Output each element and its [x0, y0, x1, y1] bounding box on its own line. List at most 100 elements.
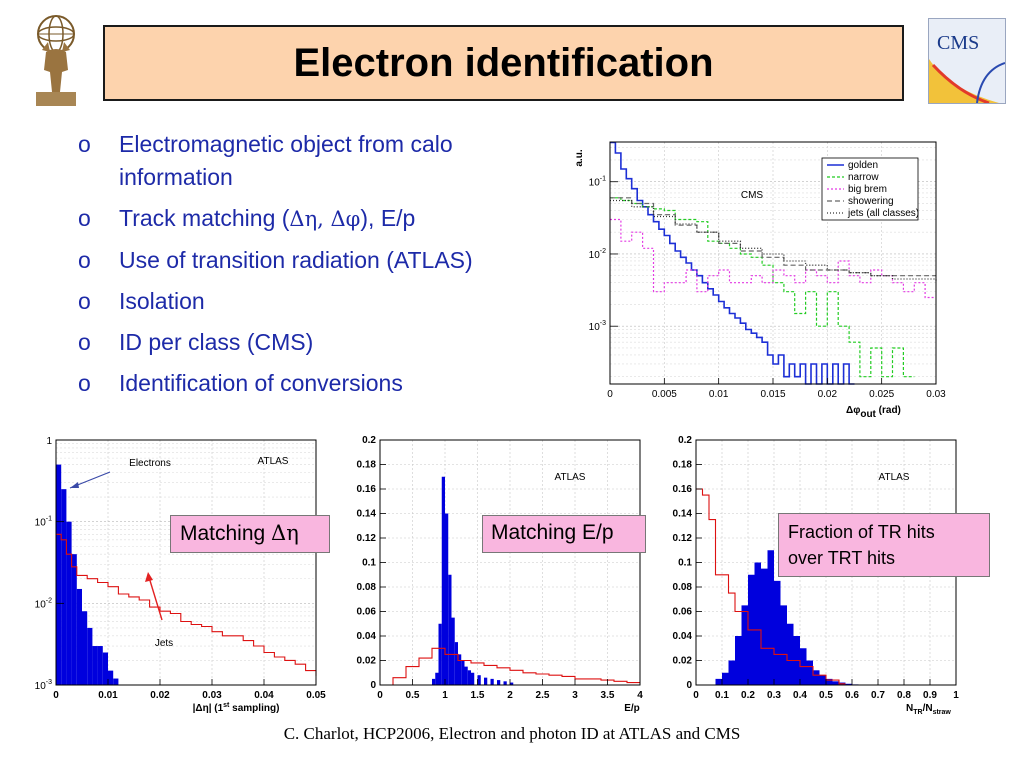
slide-title: Electron identification — [293, 40, 714, 85]
box-text: Matching E/p — [491, 521, 614, 544]
box-symbol: Δη — [271, 521, 299, 545]
hist-bar — [454, 642, 458, 685]
atlas-logo-icon — [22, 12, 86, 108]
x-tick-label: 0.3 — [767, 690, 781, 701]
x-tick-label: 0.7 — [871, 690, 885, 701]
legend-label: jets (all classes) — [847, 208, 919, 219]
bullet-marker: o — [78, 131, 91, 157]
x-tick-label: 2 — [507, 690, 513, 701]
x-tick-label: 0.8 — [897, 690, 911, 701]
title-box: Electron identification — [103, 25, 904, 101]
y-tick-label: 0.2 — [362, 435, 376, 446]
hist-bar — [445, 513, 449, 685]
y-tick-label: 0.02 — [357, 656, 377, 667]
hist-bar — [845, 683, 852, 685]
hist-bar — [451, 617, 455, 685]
x-tick-label: 2.5 — [536, 690, 550, 701]
bullet-marker: o — [78, 370, 91, 396]
bullet-text: ID per class (CMS) — [119, 329, 314, 355]
y-tick-label: 1 — [46, 436, 52, 447]
x-tick-label: 0.2 — [741, 690, 755, 701]
y-tick-label: 0.16 — [357, 484, 377, 495]
x-tick-label: 0.02 — [818, 389, 838, 400]
bullet-text: ), E/p — [360, 205, 416, 231]
y-tick-label: 0.02 — [673, 656, 693, 667]
bullet-item: o Isolation — [78, 285, 568, 318]
jets-label: Jets — [155, 638, 173, 649]
hist-bar — [102, 652, 108, 685]
y-tick-label: 0.12 — [357, 533, 377, 544]
cms-dphi-plot: 0 0.005 0.01 0.015 0.02 0.025 0.03 10-1 10-2 10-3… — [570, 128, 955, 428]
hist-bar — [477, 675, 481, 685]
hist-bar — [61, 489, 67, 685]
y-tick-label: 0.14 — [357, 509, 377, 520]
y-tick-label: 0.1 — [362, 558, 376, 569]
box-line: over TRT hits — [788, 548, 896, 568]
x-tick-label: 0.9 — [923, 690, 937, 701]
x-tick-label: 0.5 — [819, 690, 833, 701]
y-tick-label: 0.04 — [673, 631, 693, 642]
hist-bar — [92, 646, 98, 685]
hist-bar — [819, 675, 826, 685]
bullet-symbols: Δη, Δφ — [289, 207, 361, 231]
matching-deta-box: Matching Δη — [170, 515, 330, 553]
y-tick-label: 10-2 — [589, 248, 606, 261]
legend-label: narrow — [848, 172, 879, 183]
hist-bar — [484, 677, 488, 685]
x-axis-label: NTR/Nstraw — [906, 703, 951, 716]
y-tick-label: 10-1 — [589, 176, 606, 189]
hist-bar — [722, 672, 729, 685]
x-tick-label: 0.015 — [760, 389, 785, 400]
legend-label: big brem — [848, 184, 887, 195]
x-tick-label: 0.04 — [254, 690, 274, 701]
hist-bar — [754, 562, 761, 685]
bullet-text: Isolation — [119, 288, 205, 314]
x-tick-label: 1 — [442, 690, 448, 701]
hist-step-line — [696, 488, 846, 685]
y-tick-label: 0.04 — [357, 631, 377, 642]
footer-citation: C. Charlot, HCP2006, Electron and photon… — [283, 724, 741, 743]
x-tick-label: 0.025 — [869, 389, 894, 400]
matching-ep-box: Matching E/p — [482, 515, 646, 553]
cms-dphi-svg: 0 0.005 0.01 0.015 0.02 0.025 0.03 10-1 10-2 10-3… — [574, 141, 946, 420]
hist-bar — [832, 681, 839, 685]
bullet-item: o Identification of conversions — [78, 367, 568, 400]
series-line-big-brem — [610, 218, 936, 299]
hist-bar — [826, 678, 833, 685]
hist-bar — [87, 627, 93, 685]
x-tick-label: 0.4 — [793, 690, 807, 701]
x-tick-label: 0 — [53, 690, 59, 701]
legend-label: golden — [848, 160, 878, 171]
box-text: Matching — [180, 522, 272, 545]
x-tick-label: 1.5 — [471, 690, 485, 701]
bullet-item: o Track matching (Δη, Δφ), E/p — [78, 202, 568, 236]
hist-bar — [767, 550, 774, 685]
y-tick-label: 0.08 — [357, 582, 377, 593]
bullet-text: Use of transition radiation (ATLAS) — [119, 247, 473, 273]
hist-bar — [458, 654, 462, 685]
electrons-arrowhead — [70, 482, 79, 488]
bullet-item: o Use of transition radiation (ATLAS) — [78, 244, 568, 277]
y-tick-label: 0.2 — [678, 435, 692, 446]
bullet-item: o ID per class (CMS) — [78, 326, 568, 359]
y-tick-label: 0.18 — [673, 460, 693, 471]
atlas-ep-svg: 0 0.5 1 1.5 2 2.5 3 3.5 4 0 0.02 0.04 0.06 0.08 0.1 0.1… — [357, 435, 644, 714]
tr-fraction-box: Fraction of TR hits over TRT hits — [778, 513, 990, 577]
bullet-marker: o — [78, 329, 91, 355]
box-line: Fraction of TR hits — [788, 522, 935, 542]
y-tick-label: 0.06 — [673, 607, 693, 618]
hist-bar — [82, 611, 88, 685]
plot-frame — [55, 439, 317, 686]
atlas-tag: ATLAS — [879, 472, 910, 483]
y-tick-label: 0.06 — [357, 607, 377, 618]
bullet-text: Electromagnetic object from calo informa… — [119, 131, 453, 190]
series-line-showering — [610, 197, 936, 277]
hist-bar — [735, 636, 742, 685]
hist-bar — [490, 678, 494, 685]
hist-bar — [813, 670, 820, 685]
bullet-item: o Electromagnetic object from calo inform… — [78, 128, 568, 194]
bullet-list: o Electromagnetic object from calo inform… — [78, 128, 568, 408]
bullet-marker: o — [78, 288, 91, 314]
x-axis-label: Δφout (rad) — [846, 405, 901, 420]
bullet-marker: o — [78, 247, 91, 273]
